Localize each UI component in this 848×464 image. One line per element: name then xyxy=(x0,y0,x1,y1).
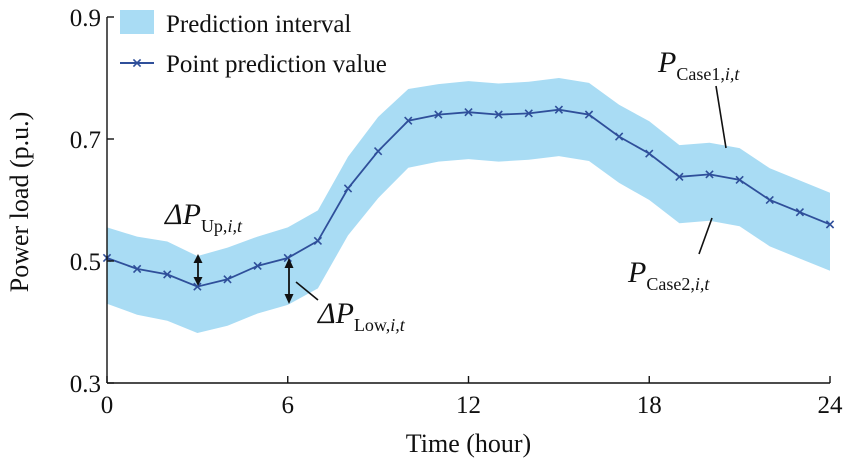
point-prediction-marker xyxy=(614,132,624,141)
point-prediction-marker xyxy=(132,264,142,274)
p-case2-label-sub: Case2, xyxy=(646,274,695,294)
legend-swatch-prediction-interval xyxy=(120,10,154,34)
delta-up-label-main: ΔP xyxy=(164,198,201,231)
y-ticks: 0.3 0.5 0.7 0.9 xyxy=(70,5,114,398)
p-case1-leader-line xyxy=(715,85,727,149)
delta-up-arrow-head-bottom xyxy=(193,277,203,286)
delta-low-arrow-head-top xyxy=(284,258,294,268)
x-tick-label: 6 xyxy=(282,392,295,419)
y-tick-label: 0.5 xyxy=(70,249,101,276)
y-tick-label: 0.9 xyxy=(70,5,101,32)
delta-low-arrow-head-bottom xyxy=(284,294,294,304)
legend-marker-point-prediction xyxy=(132,58,142,68)
prediction-interval-band-layer xyxy=(107,78,830,333)
legend-label-prediction-interval: Prediction interval xyxy=(166,11,351,38)
p-case2-label-sub-italic: i,t xyxy=(695,274,711,294)
p-case1-label: PCase1,i,t xyxy=(657,46,740,84)
legend-marker-x xyxy=(132,58,142,68)
delta-low-label: ΔPLow,i,t xyxy=(317,297,406,335)
p-case1-label-sub-italic: i,t xyxy=(725,64,741,84)
point-prediction-marker xyxy=(464,107,473,117)
x-tick-label: 0 xyxy=(101,392,114,419)
point-prediction-marker xyxy=(524,109,533,118)
x-ticks: 0 6 12 18 24 xyxy=(101,376,843,419)
x-axis-title: Time (hour) xyxy=(406,429,531,458)
point-prediction-marker xyxy=(434,110,443,119)
point-prediction-marker xyxy=(343,184,353,193)
legend-label-point-prediction: Point prediction value xyxy=(166,51,387,78)
point-prediction-marker xyxy=(584,110,594,119)
point-prediction-marker xyxy=(193,282,202,291)
p-case2-leader-line xyxy=(698,217,713,255)
y-tick-label: 0.7 xyxy=(70,127,101,154)
point-prediction-marker xyxy=(313,236,323,246)
point-prediction-marker xyxy=(735,175,744,185)
point-prediction-marker xyxy=(223,275,232,284)
delta-low-leader-line xyxy=(295,281,319,301)
p-case2-label-main: P xyxy=(627,256,646,289)
legend: Prediction interval Point prediction val… xyxy=(120,10,387,78)
y-tick-label: 0.3 xyxy=(70,371,101,398)
point-prediction-marker xyxy=(675,172,684,181)
delta-up-arrow-head-top xyxy=(193,254,203,263)
point-prediction-marker xyxy=(705,170,714,179)
p-case1-label-sub: Case1, xyxy=(676,64,725,84)
point-prediction-marker xyxy=(373,147,383,156)
point-prediction-marker xyxy=(253,261,262,271)
point-prediction-marker xyxy=(795,208,805,217)
point-prediction-marker xyxy=(825,220,835,229)
delta-low-label-main: ΔP xyxy=(317,297,354,330)
x-tick-label: 24 xyxy=(818,392,844,419)
point-prediction-marker xyxy=(494,110,503,119)
point-prediction-line-layer xyxy=(102,105,835,291)
p-case1-label-main: P xyxy=(657,46,676,79)
point-prediction-marker xyxy=(765,195,774,205)
delta-low-label-sub: Low, xyxy=(354,315,390,335)
point-prediction-marker xyxy=(283,253,292,263)
point-prediction-marker xyxy=(404,116,413,125)
delta-up-label: ΔPUp,i,t xyxy=(164,198,243,236)
delta-up-label-sub: Up, xyxy=(201,216,228,236)
y-axis-title: Power load (p.u.) xyxy=(5,112,34,293)
point-prediction-marker xyxy=(645,149,654,158)
prediction-interval-band xyxy=(107,78,830,333)
delta-up-label-sub-italic: i,t xyxy=(227,216,243,236)
annotations: ΔPUp,i,t ΔPLow,i,t PCase1,i,t PCase2,i,t xyxy=(164,46,740,335)
point-prediction-marker xyxy=(554,105,564,114)
point-prediction-marker xyxy=(163,270,172,279)
x-tick-label: 18 xyxy=(637,392,662,419)
delta-low-label-sub-italic: i,t xyxy=(390,315,406,335)
p-case2-label: PCase2,i,t xyxy=(627,256,710,294)
x-tick-label: 12 xyxy=(456,392,481,419)
